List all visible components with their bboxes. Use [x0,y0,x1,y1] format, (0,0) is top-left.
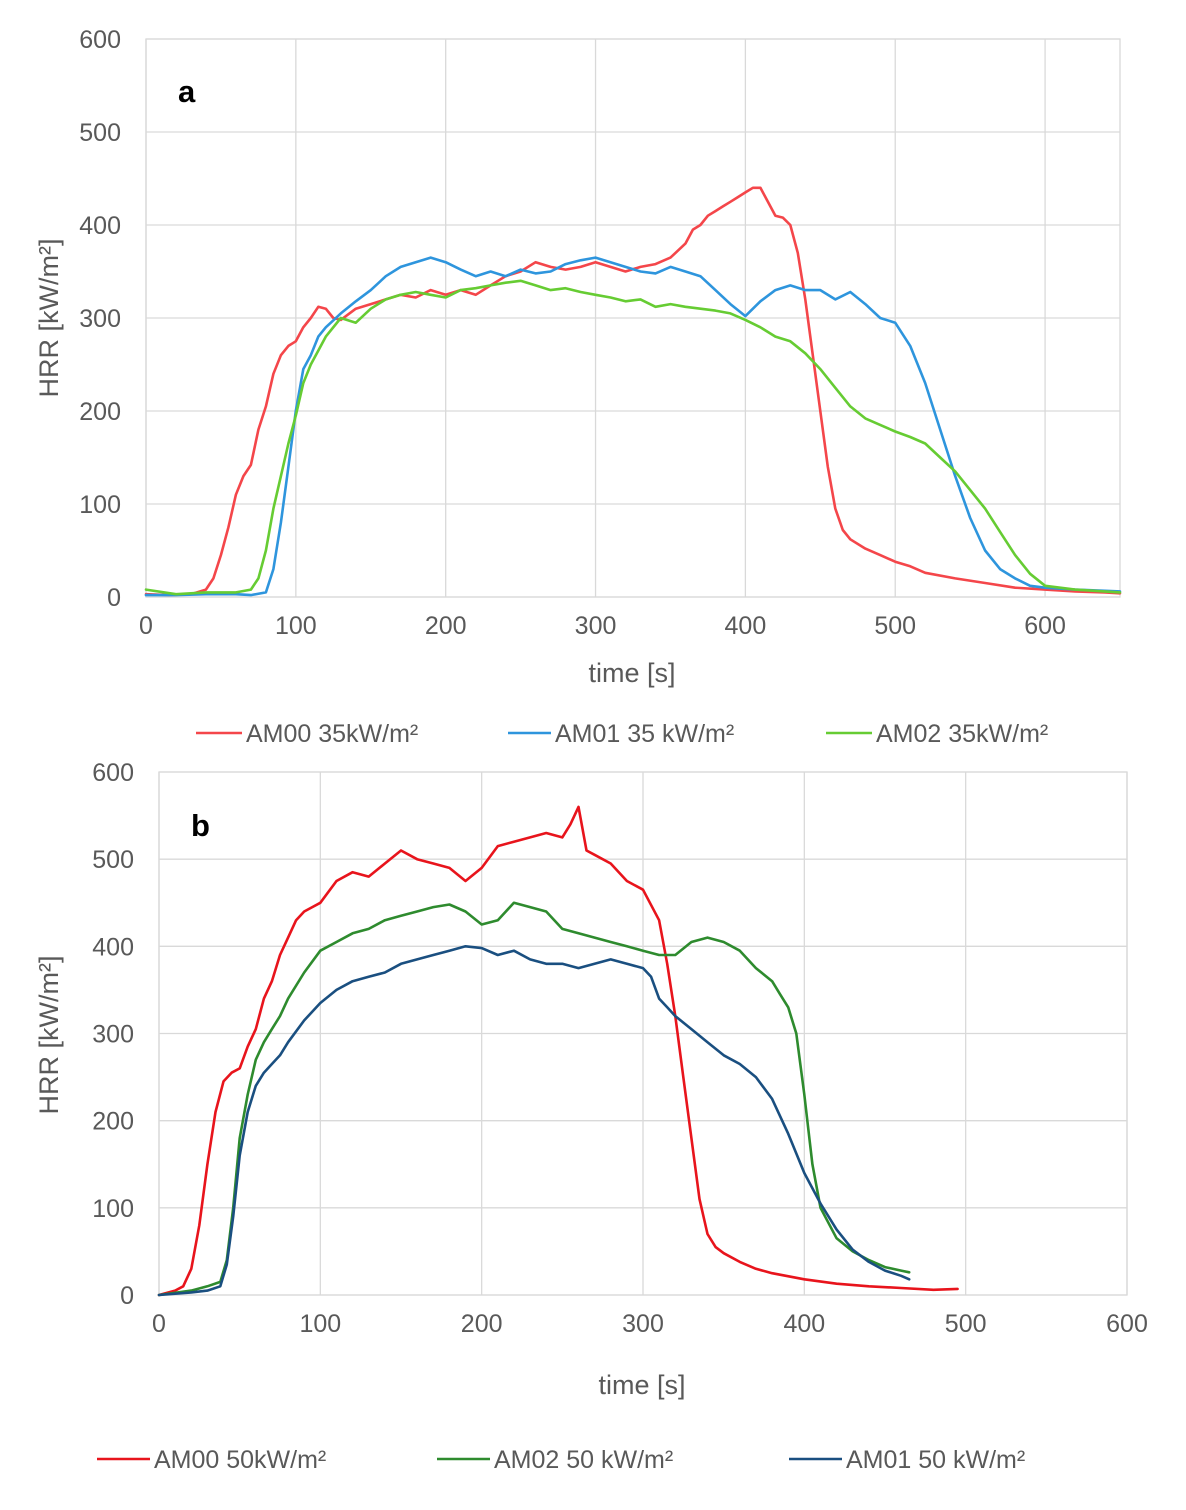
x-tick-label: 0 [152,1310,166,1338]
panel-a-legend: AM00 35kW/m² AM01 35 kW/m² AM02 35kW/m² [196,720,1048,748]
y-tick-label: 500 [79,119,121,147]
panel-a-grid [145,38,1121,598]
x-tick-label: 400 [783,1310,825,1338]
panel-a-label: a [178,74,196,109]
legend-item-am00-50: AM00 50kW/m² [97,1446,326,1474]
y-tick-label: 500 [92,846,134,874]
legend-label-am02-35: AM02 35kW/m² [876,720,1048,748]
panel-a-y-ticks: 0 100 200 300 400 500 600 [79,26,121,612]
y-tick-label: 600 [79,26,121,54]
panel-b-y-axis-label: HRR [kW/m²] [34,956,64,1115]
y-tick-label: 100 [92,1195,134,1223]
panel-a-series [144,186,1122,597]
panel-a-x-ticks: 0 100 200 300 400 500 600 [139,612,1066,640]
series-line-am01-50-kw-m [157,944,911,1297]
panel-b-legend: AM00 50kW/m² AM02 50 kW/m² AM01 50 kW/m² [97,1446,1025,1474]
x-tick-label: 300 [622,1310,664,1338]
panel-a-x-axis-label: time [s] [588,658,675,688]
y-tick-label: 600 [92,759,134,787]
y-tick-label: 300 [92,1021,134,1049]
y-tick-label: 100 [79,491,121,519]
legend-label-am00-35: AM00 35kW/m² [246,720,418,748]
legend-item-am02-35: AM02 35kW/m² [826,720,1048,748]
series-line-am02-35kw-m [144,279,1122,596]
panel-b-grid [158,771,1128,1296]
y-tick-label: 0 [120,1282,134,1310]
x-tick-label: 500 [874,612,916,640]
y-tick-label: 300 [79,305,121,333]
y-tick-label: 400 [79,212,121,240]
x-tick-label: 500 [945,1310,987,1338]
panel-b-y-ticks: 0 100 200 300 400 500 600 [92,759,134,1310]
legend-item-am00-35: AM00 35kW/m² [196,720,418,748]
legend-item-am01-50: AM01 50 kW/m² [789,1446,1025,1474]
x-tick-label: 300 [575,612,617,640]
x-tick-label: 400 [725,612,767,640]
x-tick-label: 0 [139,612,153,640]
legend-label-am01-50: AM01 50 kW/m² [846,1446,1025,1474]
legend-item-am01-35: AM01 35 kW/m² [508,720,734,748]
legend-item-am02-50: AM02 50 kW/m² [437,1446,673,1474]
x-tick-label: 200 [461,1310,503,1338]
series-line-am00-35kw-m [144,186,1122,597]
series-line-am02-50-kw-m [157,901,911,1297]
panel-a-y-axis-label: HRR [kW/m²] [34,239,64,398]
series-line-am00-50kw-m [157,805,959,1297]
legend-label-am02-50: AM02 50 kW/m² [494,1446,673,1474]
panel-b-series [157,805,959,1297]
panel-b-label: b [191,808,210,843]
y-tick-label: 0 [107,584,121,612]
x-tick-label: 600 [1106,1310,1148,1338]
x-tick-label: 100 [299,1310,341,1338]
legend-label-am01-35: AM01 35 kW/m² [555,720,734,748]
y-tick-label: 400 [92,933,134,961]
y-tick-label: 200 [79,398,121,426]
legend-label-am00-50: AM00 50kW/m² [154,1446,326,1474]
panel-b-x-ticks: 0 100 200 300 400 500 600 [152,1310,1148,1338]
y-tick-label: 200 [92,1108,134,1136]
x-tick-label: 600 [1024,612,1066,640]
x-tick-label: 100 [275,612,317,640]
x-tick-label: 200 [425,612,467,640]
series-line-am01-35-kw-m [144,256,1122,597]
panel-b-x-axis-label: time [s] [598,1370,685,1400]
